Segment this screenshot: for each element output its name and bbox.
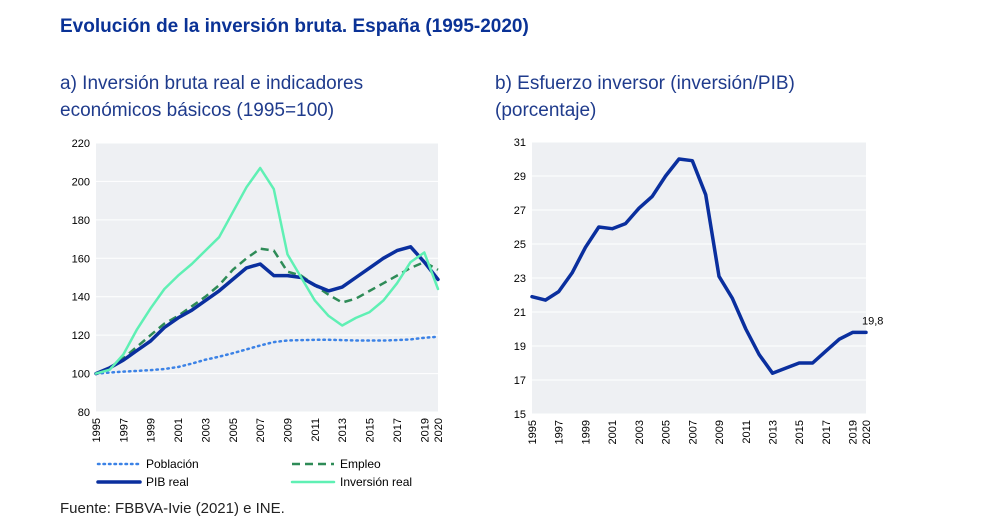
x-tick-label: 2009 <box>283 418 295 442</box>
x-tick-label: 1999 <box>146 418 158 442</box>
x-tick-label: 2007 <box>255 418 267 442</box>
series-line-pib-real <box>94 245 440 376</box>
legend-label: Empleo <box>340 457 381 471</box>
x-tick-label: 2011 <box>310 418 322 442</box>
chart-b-title: b) Esfuerzo inversor (inversión/PIB) (po… <box>495 73 795 121</box>
plot-area <box>96 143 438 412</box>
series-line-inversi-n-real <box>94 166 440 375</box>
legend-label: PIB real <box>146 475 189 489</box>
y-tick-label: 220 <box>72 138 90 150</box>
y-tick-label: 160 <box>72 253 90 265</box>
x-tick-label: 2017 <box>392 418 404 442</box>
y-tick-label: 200 <box>72 176 90 188</box>
x-tick-label: 2020 <box>433 418 445 442</box>
y-tick-label: 80 <box>78 407 90 419</box>
x-tick-label: 2019 <box>419 418 431 442</box>
y-tick-label: 100 <box>72 369 90 381</box>
x-tick-label: 1997 <box>118 418 130 442</box>
figure-title: Evolución de la inversión bruta. España … <box>60 16 529 37</box>
x-tick-label: 2015 <box>365 418 377 442</box>
chart-a-title: a) Inversión bruta real e indicadores ec… <box>60 73 364 121</box>
legend-label: Población <box>146 457 199 471</box>
x-tick-label: 2013 <box>337 418 349 442</box>
legend-label: Inversión real <box>340 475 412 489</box>
x-tick-label: 2005 <box>228 418 240 442</box>
series-line-empleo <box>95 247 439 375</box>
y-tick-label: 140 <box>72 292 90 304</box>
source-note: Fuente: FBBVA-Ivie (2021) e INE. <box>60 500 285 517</box>
x-tick-label: 2003 <box>200 418 212 442</box>
x-tick-label: 1995 <box>91 418 103 442</box>
x-tick-label: 2001 <box>173 418 185 442</box>
y-tick-label: 180 <box>72 215 90 227</box>
y-tick-label: 120 <box>72 330 90 342</box>
series-line-poblaci-n <box>94 335 440 375</box>
